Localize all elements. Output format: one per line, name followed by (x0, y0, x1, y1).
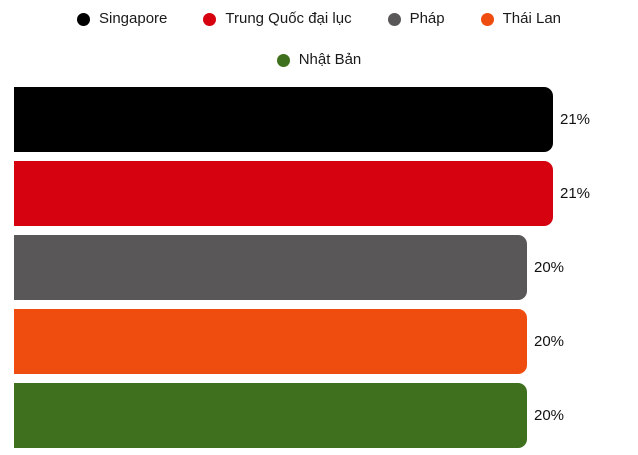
legend-dot-japan-icon (276, 53, 290, 67)
legend: Singapore Trung Quốc đại lục Pháp Thái L… (0, 0, 638, 70)
chart-area: 21% 21% 20% 20% 20% (0, 87, 638, 448)
bar-singapore (14, 87, 553, 152)
bar-row-france: 20% (14, 235, 638, 300)
bar-japan (14, 383, 527, 448)
legend-item-mainland-china: Trung Quốc đại lục (203, 9, 352, 29)
bar-value-label-mainland-china: 21% (560, 185, 591, 202)
legend-label-singapore: Singapore (99, 10, 168, 27)
bar-value-label-thailand: 20% (534, 333, 565, 350)
bar-mainland-china (14, 161, 553, 226)
legend-dot-singapore-icon (77, 12, 90, 26)
legend-dot-thailand-icon (480, 12, 494, 26)
legend-row-1: Singapore Trung Quốc đại lục Pháp Thái L… (77, 9, 561, 29)
bar-row-mainland-china: 21% (14, 161, 638, 226)
bar-row-thailand: 20% (14, 309, 638, 374)
legend-label-japan: Nhật Bản (298, 51, 362, 68)
bar-row-singapore: 21% (14, 87, 638, 152)
legend-item-thailand: Thái Lan (480, 9, 561, 29)
bar-value-label-japan: 20% (534, 407, 565, 424)
bar-row-japan: 20% (14, 383, 638, 448)
bar-thailand (14, 309, 527, 374)
legend-label-mainland-china: Trung Quốc đại lục (225, 10, 352, 27)
legend-item-japan: Nhật Bản (276, 50, 362, 70)
legend-dot-mainland-china-icon (203, 12, 217, 26)
legend-label-thailand: Thái Lan (502, 10, 561, 27)
legend-item-singapore: Singapore (77, 9, 167, 29)
legend-item-france: Pháp (387, 9, 445, 29)
bar-france (14, 235, 527, 300)
legend-dot-france-icon (387, 12, 401, 26)
legend-row-2: Nhật Bản (276, 50, 362, 70)
legend-label-france: Pháp (409, 10, 445, 27)
bar-value-label-france: 20% (534, 259, 565, 276)
bar-value-label-singapore: 21% (560, 111, 591, 128)
